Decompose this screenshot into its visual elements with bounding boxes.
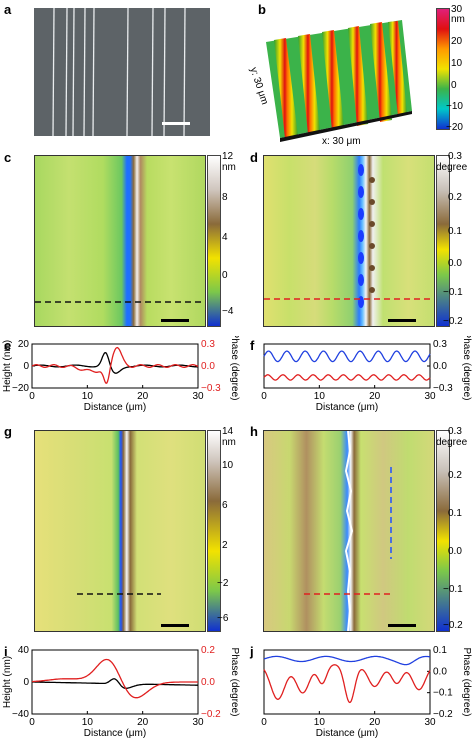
i-xtick-label: 10 (82, 717, 94, 728)
j-xlabel: Distance (μm) (316, 728, 378, 739)
nanowire-lines (52, 8, 190, 136)
panel-label-i: i (4, 644, 8, 659)
b-x-axis-label: x: 30 μm (322, 136, 361, 147)
e-height-trace (31, 352, 198, 374)
e-ylabel: Height (nm) (2, 340, 13, 392)
i-ytick-label: 40 (18, 645, 30, 656)
i-ylabel2: Phase (degree) (229, 648, 240, 717)
i-phase-trace (31, 658, 198, 699)
e-ytick-label: −20 (12, 383, 29, 394)
plot-j: 0 10 20 30 Distance (μm) −0.2 −0.1 0.0 0.1 Phase … (261, 645, 472, 739)
g-colorbar (207, 430, 221, 632)
c-height-map (34, 155, 206, 327)
f-y2tick-label: 0.0 (433, 361, 447, 372)
j-y2tick-label: 0.1 (433, 645, 447, 656)
j-axes-frame (263, 649, 431, 715)
g-height-map (34, 430, 206, 632)
j-xtick-label: 30 (424, 717, 436, 728)
panel-label-e: e (4, 338, 12, 353)
panel-label-g: g (4, 424, 12, 439)
panel-label-c: c (4, 150, 12, 165)
scale-bar (162, 122, 190, 125)
i-height-trace (32, 678, 198, 689)
h-scale-bar (388, 624, 416, 627)
d-colorbar (436, 155, 450, 327)
e-ylabel2: Phase (degree) (229, 336, 240, 400)
panel-label-a: a (4, 2, 12, 17)
f-xtick-label: 30 (424, 391, 436, 402)
j-red-trace (263, 664, 431, 704)
d-scale-bar (388, 319, 416, 322)
i-xlabel: Distance (μm) (84, 728, 146, 739)
b-colorbar (436, 8, 450, 130)
e-y2tick-label: 0.3 (201, 339, 215, 350)
f-xtick-label: 20 (369, 391, 381, 402)
i-xtick-label: 20 (137, 717, 149, 728)
e-xtick-label: 10 (82, 391, 94, 402)
h-colorbar (436, 430, 450, 632)
e-xtick-label: 0 (29, 391, 35, 402)
i-y2tick-label: 0.0 (201, 677, 215, 688)
i-ytick-label: −40 (12, 709, 29, 720)
panel-label-d: d (250, 150, 258, 165)
i-y2tick-label: 0.2 (201, 645, 215, 656)
d-phase-map (263, 155, 435, 327)
sem-image (34, 8, 210, 136)
j-blue-trace (263, 655, 431, 666)
h-phase-map (263, 430, 435, 632)
j-ylabel2: Phase (degree) (461, 648, 472, 717)
i-ytick-label: 0 (23, 677, 29, 688)
panel-label-j: j (250, 644, 254, 659)
e-ytick-label: 20 (18, 339, 30, 350)
j-xtick-label: 20 (369, 717, 381, 728)
c-colorbar (207, 155, 221, 327)
i-y2tick-label: −0.2 (201, 709, 221, 720)
g-scale-bar (161, 624, 189, 627)
f-ylabel2: Phase (degree) (461, 336, 472, 400)
i-xtick-label: 0 (29, 717, 35, 728)
f-y2tick-label: 0.3 (433, 339, 447, 350)
j-y2tick-label: 0.0 (433, 666, 447, 677)
plot-f: 0 10 20 30 Distance (μm) −0.3 0.0 0.3 Phase (deg… (261, 336, 472, 413)
f-xtick-label: 10 (314, 391, 326, 402)
e-phase-trace (31, 346, 199, 384)
panel-label-f: f (250, 338, 255, 353)
e-xlabel: Distance (μm) (84, 402, 146, 413)
panel-label-b: b (258, 2, 266, 17)
c-scale-bar (161, 319, 189, 322)
j-y2tick-label: −0.2 (433, 709, 453, 720)
f-red-trace (263, 374, 431, 381)
i-xtick-label: 30 (192, 717, 204, 728)
e-y2tick-label: −0.3 (201, 383, 221, 394)
e-y2tick-label: 0.0 (201, 361, 215, 372)
panel-label-h: h (250, 424, 258, 439)
f-xtick-label: 0 (261, 391, 267, 402)
e-xtick-label: 30 (192, 391, 204, 402)
f-y2tick-label: −0.3 (433, 383, 453, 394)
j-y2tick-label: −0.1 (433, 688, 453, 699)
e-xtick-label: 20 (137, 391, 149, 402)
f-xlabel: Distance (μm) (316, 402, 378, 413)
e-ytick-label: 0 (23, 361, 29, 372)
j-xtick-label: 10 (314, 717, 326, 728)
afm-3d-surface (266, 20, 412, 142)
f-blue-trace (263, 350, 431, 363)
f-axes-frame (263, 343, 431, 389)
j-xtick-label: 0 (261, 717, 267, 728)
i-ylabel: Height (nm) (2, 656, 13, 708)
